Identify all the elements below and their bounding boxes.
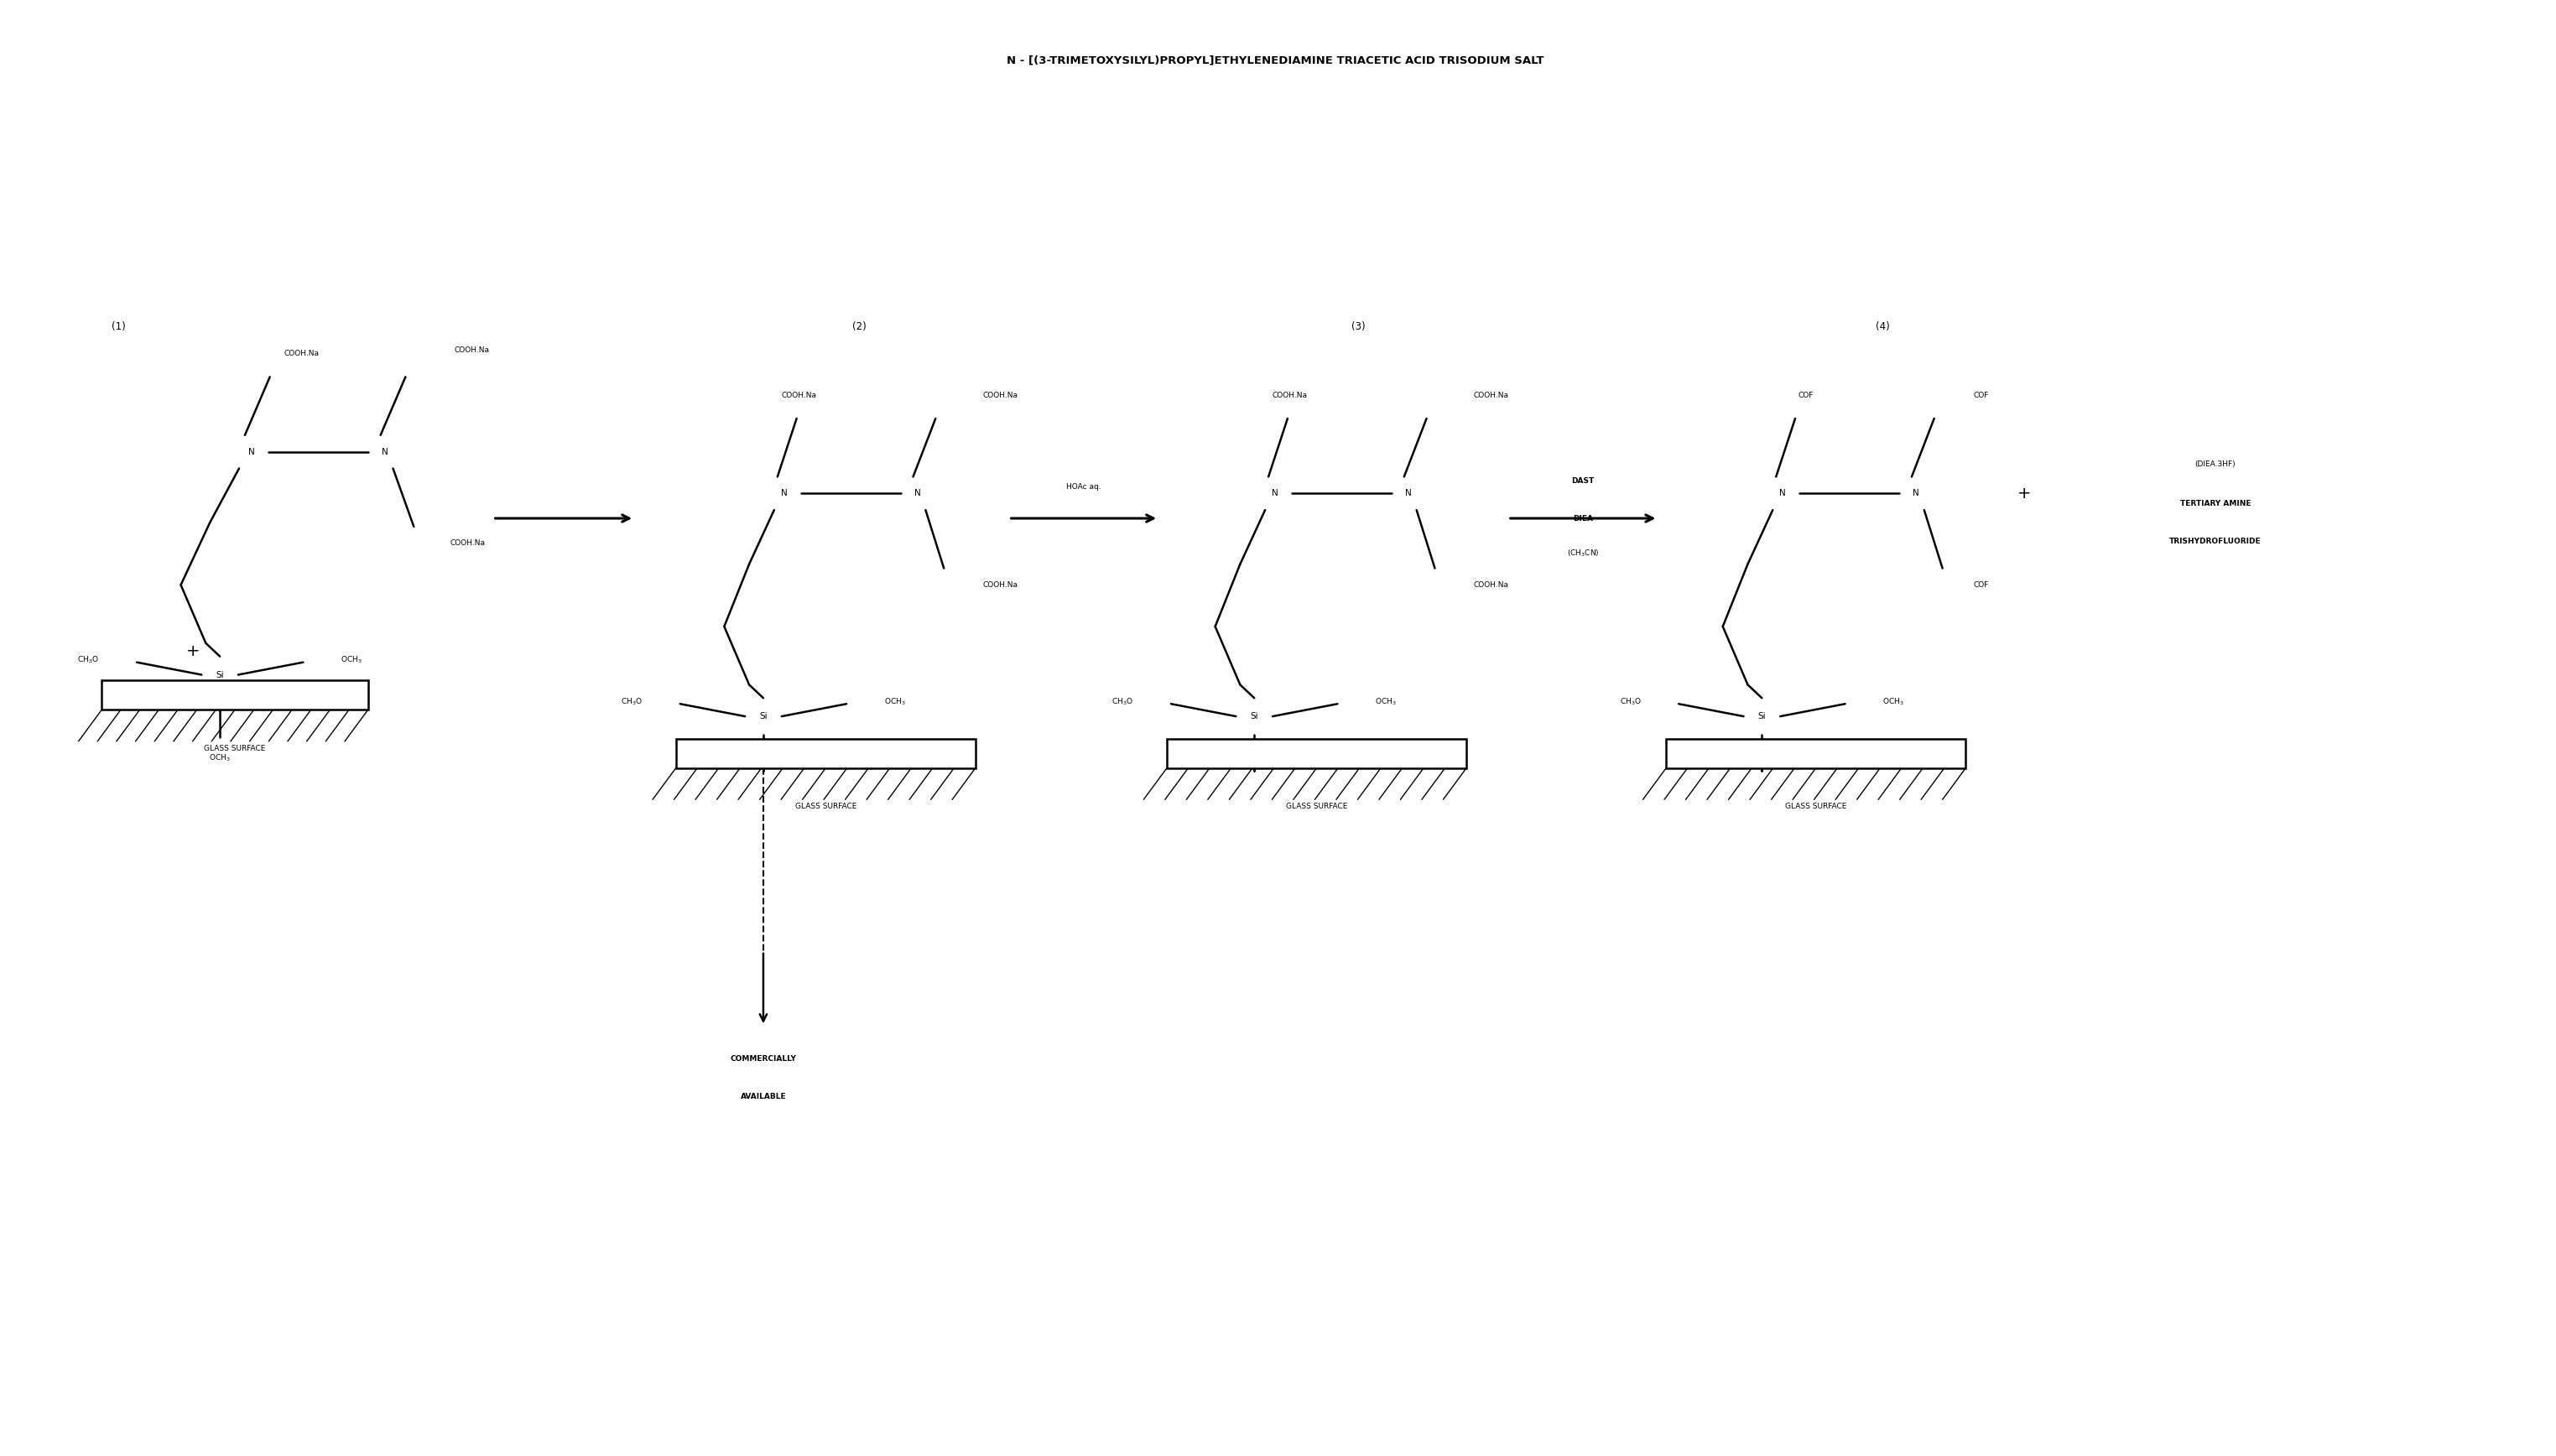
Text: COOH.Na: COOH.Na [1475,392,1508,399]
Text: (1): (1) [112,322,125,332]
Text: COF: COF [1973,581,1989,588]
Text: TRISHYDROFLUORIDE: TRISHYDROFLUORIDE [2170,537,2262,546]
Text: N: N [248,447,256,456]
Text: Si: Si [215,671,225,678]
Text: DAST: DAST [1572,478,1595,485]
Text: COMMERCIALLY: COMMERCIALLY [731,1056,797,1063]
Text: N: N [1779,489,1787,498]
Text: CH$_3$O: CH$_3$O [1112,696,1135,706]
Text: (DIEA.3HF): (DIEA.3HF) [2196,460,2236,467]
Text: O: O [1270,750,1275,757]
Bar [102,680,368,709]
Text: COOH.Na: COOH.Na [984,581,1017,588]
Text: COOH.Na: COOH.Na [455,347,491,354]
Text: N: N [381,447,389,456]
Text: N: N [782,489,787,498]
Text: HOAc aq.: HOAc aq. [1066,483,1102,491]
Text: +: + [2017,485,2032,501]
Text: CH$_3$O: CH$_3$O [1621,696,1641,706]
Text: Si: Si [1250,712,1258,721]
Text: GLASS SURFACE: GLASS SURFACE [1784,802,1848,811]
Text: AVAILABLE: AVAILABLE [741,1093,787,1101]
Text: TERTIARY AMINE: TERTIARY AMINE [2180,499,2252,507]
Text: OCH$_3$: OCH$_3$ [1375,696,1396,706]
Text: COOH.Na: COOH.Na [1475,581,1508,588]
Text: OCH$_3$: OCH$_3$ [340,655,363,665]
Text: OCH$_3$: OCH$_3$ [884,696,905,706]
Text: COOH.Na: COOH.Na [984,392,1017,399]
Text: N: N [1273,489,1278,498]
Text: GLASS SURFACE: GLASS SURFACE [1286,802,1347,811]
Text: COOH.Na: COOH.Na [450,540,486,547]
Text: COOH.Na: COOH.Na [284,349,320,357]
Text: (2): (2) [851,322,866,332]
Text: Si: Si [1759,712,1766,721]
Text: Si: Si [759,712,767,721]
Bar [1168,738,1467,767]
Text: (CH$_3$CN): (CH$_3$CN) [1567,547,1600,559]
Bar [1667,738,1966,767]
Text: N: N [1912,489,1920,498]
Text: N: N [1406,489,1411,498]
Text: GLASS SURFACE: GLASS SURFACE [204,744,266,753]
Text: COOH.Na: COOH.Na [1273,392,1309,399]
Text: DIEA: DIEA [1572,514,1592,523]
Text: CH$_3$O: CH$_3$O [621,696,642,706]
Text: CH$_3$O: CH$_3$O [77,655,100,665]
Text: OCH$_3$: OCH$_3$ [210,753,230,763]
Text: (3): (3) [1352,322,1365,332]
Text: (4): (4) [1876,322,1889,332]
Text: O: O [1776,750,1782,757]
Text: N: N [915,489,920,498]
Text: +: + [187,644,199,660]
Text: OCH$_3$: OCH$_3$ [1884,696,1904,706]
Bar [675,738,976,767]
Text: N - [(3-TRIMETOXYSILYL)PROPYL]ETHYLENEDIAMINE TRIACETIC ACID TRISODIUM SALT: N - [(3-TRIMETOXYSILYL)PROPYL]ETHYLENEDI… [1007,55,1544,66]
Text: O: O [777,750,785,757]
Text: COF: COF [1799,392,1815,399]
Text: COF: COF [1973,392,1989,399]
Text: GLASS SURFACE: GLASS SURFACE [795,802,856,811]
Text: COOH.Na: COOH.Na [782,392,818,399]
